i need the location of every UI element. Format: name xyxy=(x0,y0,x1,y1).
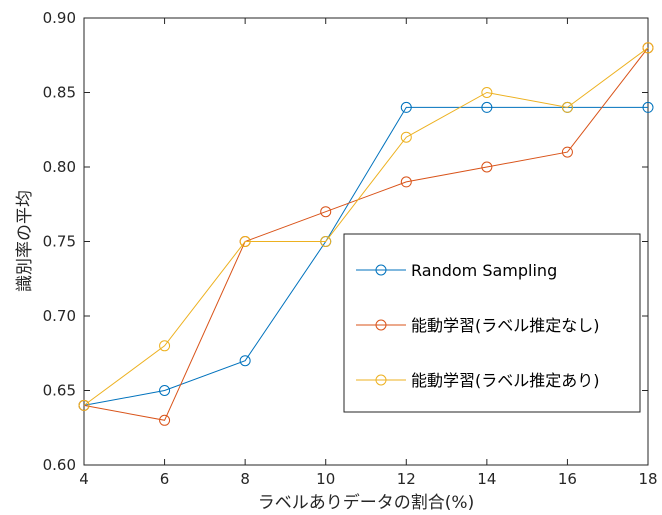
legend-marker xyxy=(375,374,387,386)
y-axis-label: 識別率の平均 xyxy=(15,190,35,292)
x-tick-label: 10 xyxy=(316,470,335,488)
data-point xyxy=(481,87,493,98)
data-point xyxy=(320,236,332,247)
y-tick-label: 0.75 xyxy=(43,233,76,251)
data-point xyxy=(642,101,654,113)
x-axis: 4 6 8 10 12 14 16 18 xyxy=(79,18,658,488)
series-line-3 xyxy=(83,47,649,406)
legend-marker xyxy=(375,264,387,276)
data-point xyxy=(481,161,493,173)
data-point xyxy=(159,340,171,352)
series-layer xyxy=(78,42,654,426)
x-tick-label: 12 xyxy=(397,470,416,488)
data-point xyxy=(159,385,171,396)
legend-box xyxy=(343,233,641,413)
legend-label-1: Random Sampling xyxy=(411,261,557,280)
data-point xyxy=(481,101,493,113)
y-axis: 0.60 0.65 0.70 0.75 0.80 0.85 0.90 xyxy=(43,9,648,474)
y-tick-label: 0.90 xyxy=(43,9,76,27)
y-tick-label: 0.60 xyxy=(43,456,76,474)
data-point xyxy=(320,206,332,218)
legend-label-3: 能動学習(ラベル推定あり) xyxy=(411,371,600,390)
y-tick-label: 0.80 xyxy=(43,158,76,176)
y-tick-label: 0.85 xyxy=(43,84,76,102)
y-tick-label: 0.70 xyxy=(43,307,76,325)
data-point xyxy=(400,101,412,113)
data-point xyxy=(239,236,251,247)
x-tick-label: 4 xyxy=(79,470,89,488)
data-point xyxy=(561,146,573,158)
data-point xyxy=(78,399,90,411)
data-point xyxy=(642,42,654,54)
data-point xyxy=(239,355,251,367)
legend-label-2: 能動学習(ラベル推定なし) xyxy=(411,316,600,335)
data-point xyxy=(400,176,412,188)
legend: Random Sampling 能動学習(ラベル推定なし) 能動学習(ラベル推定あり… xyxy=(343,233,641,413)
legend-marker xyxy=(375,319,387,331)
data-point xyxy=(400,131,412,143)
y-tick-label: 0.65 xyxy=(43,382,76,400)
series-line-2 xyxy=(83,47,649,421)
x-tick-label: 6 xyxy=(160,470,170,488)
data-point xyxy=(159,414,171,426)
x-tick-label: 14 xyxy=(477,470,496,488)
series-line-1 xyxy=(83,106,648,406)
x-axis-label: ラベルありデータの割合(%) xyxy=(258,492,474,513)
x-tick-label: 18 xyxy=(638,470,657,488)
data-point xyxy=(561,101,573,113)
x-tick-label: 8 xyxy=(240,470,250,488)
x-tick-label: 16 xyxy=(558,470,577,488)
